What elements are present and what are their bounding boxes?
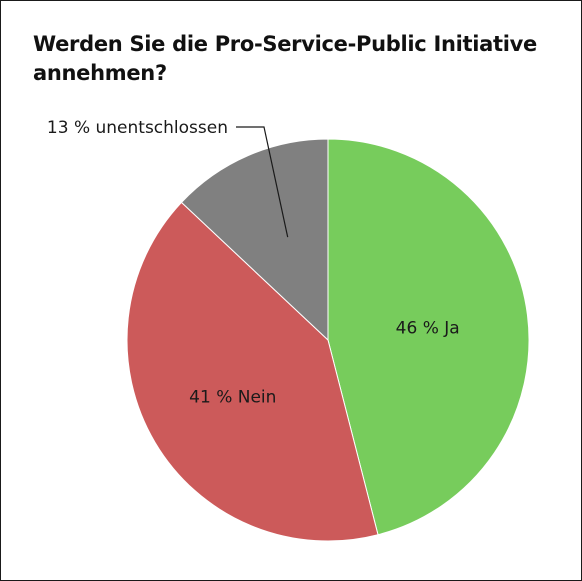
pie-labels: 46 % Ja 41 % Nein 13 % unentschlossen	[47, 118, 460, 407]
pie-slice-unentschlossen	[180, 138, 329, 342]
slice-label-unentschlossen: 13 % unentschlossen	[47, 118, 228, 138]
pie-slices	[126, 138, 530, 542]
pie-slice-nein	[126, 201, 379, 542]
slice-label-nein: 41 % Nein	[189, 387, 276, 407]
pie-slice-ja	[327, 138, 530, 536]
slice-label-ja: 46 % Ja	[396, 318, 460, 338]
callout-leader-line	[236, 126, 289, 238]
chart-title: Werden Sie die Pro-Service-Public Initia…	[33, 32, 537, 85]
